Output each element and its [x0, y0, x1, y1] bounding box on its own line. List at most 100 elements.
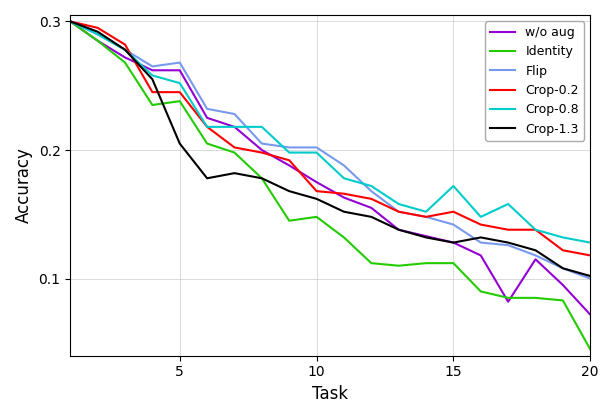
Identity — [586, 347, 594, 352]
Crop-1.3 — [532, 248, 539, 253]
Crop-1.3 — [422, 235, 430, 240]
Y-axis label: Accuracy: Accuracy — [15, 148, 33, 223]
Line: Flip: Flip — [70, 21, 590, 278]
Crop-0.8 — [203, 124, 211, 129]
Identity — [340, 235, 348, 240]
Crop-0.2 — [258, 150, 265, 155]
Flip — [586, 276, 594, 281]
Crop-1.3 — [176, 141, 184, 146]
w/o aug — [176, 68, 184, 73]
Crop-0.8 — [176, 81, 184, 86]
Crop-1.3 — [122, 47, 129, 52]
Crop-1.3 — [313, 196, 321, 201]
w/o aug — [422, 234, 430, 239]
Line: Crop-0.2: Crop-0.2 — [70, 21, 590, 255]
w/o aug — [94, 38, 101, 43]
w/o aug — [66, 19, 74, 24]
Flip — [532, 253, 539, 258]
Flip — [258, 141, 265, 146]
Crop-0.8 — [258, 124, 265, 129]
Crop-0.2 — [368, 196, 375, 201]
Flip — [395, 209, 402, 214]
X-axis label: Task: Task — [312, 385, 348, 403]
Crop-0.2 — [149, 89, 156, 94]
Crop-0.2 — [203, 124, 211, 129]
w/o aug — [149, 68, 156, 73]
w/o aug — [559, 283, 567, 288]
Crop-1.3 — [286, 189, 293, 194]
Crop-0.8 — [231, 124, 238, 129]
Crop-0.8 — [422, 209, 430, 214]
Crop-0.8 — [559, 235, 567, 240]
w/o aug — [586, 312, 594, 317]
Crop-0.8 — [149, 73, 156, 78]
Flip — [66, 19, 74, 24]
Line: Crop-1.3: Crop-1.3 — [70, 21, 590, 276]
w/o aug — [477, 253, 484, 258]
Flip — [368, 189, 375, 194]
w/o aug — [203, 115, 211, 120]
Crop-1.3 — [94, 29, 101, 34]
Crop-1.3 — [395, 227, 402, 232]
Crop-0.8 — [586, 240, 594, 245]
Crop-0.8 — [313, 150, 321, 155]
Crop-0.8 — [477, 214, 484, 219]
Crop-0.8 — [368, 184, 375, 189]
Identity — [395, 263, 402, 268]
Flip — [149, 64, 156, 69]
Crop-0.2 — [286, 158, 293, 163]
Identity — [94, 38, 101, 43]
w/o aug — [505, 299, 512, 304]
Crop-0.2 — [231, 145, 238, 150]
w/o aug — [313, 180, 321, 185]
Identity — [231, 150, 238, 155]
Crop-0.2 — [395, 209, 402, 214]
Crop-0.8 — [395, 201, 402, 206]
Crop-0.2 — [477, 222, 484, 227]
Line: w/o aug: w/o aug — [70, 21, 590, 315]
Crop-0.2 — [340, 191, 348, 196]
Crop-0.8 — [505, 201, 512, 206]
Crop-0.8 — [449, 184, 457, 189]
w/o aug — [449, 240, 457, 245]
Identity — [313, 214, 321, 219]
Flip — [505, 242, 512, 247]
Crop-1.3 — [66, 19, 74, 24]
w/o aug — [258, 148, 265, 153]
Flip — [122, 47, 129, 52]
Crop-1.3 — [505, 240, 512, 245]
Crop-0.8 — [94, 32, 101, 37]
Flip — [340, 163, 348, 168]
w/o aug — [395, 227, 402, 232]
Crop-0.2 — [122, 42, 129, 47]
Identity — [449, 261, 457, 266]
Identity — [149, 102, 156, 107]
Flip — [559, 266, 567, 271]
w/o aug — [231, 124, 238, 129]
w/o aug — [340, 195, 348, 200]
Identity — [122, 60, 129, 65]
Crop-1.3 — [203, 176, 211, 181]
Flip — [94, 32, 101, 37]
Identity — [66, 19, 74, 24]
Crop-0.2 — [449, 209, 457, 214]
Identity — [258, 176, 265, 181]
Crop-0.8 — [66, 19, 74, 24]
Crop-1.3 — [586, 273, 594, 278]
Crop-0.2 — [94, 25, 101, 31]
Identity — [286, 218, 293, 223]
Line: Crop-0.8: Crop-0.8 — [70, 21, 590, 242]
Legend: w/o aug, Identity, Flip, Crop-0.2, Crop-0.8, Crop-1.3: w/o aug, Identity, Flip, Crop-0.2, Crop-… — [486, 21, 584, 140]
Crop-0.2 — [532, 227, 539, 232]
Identity — [422, 261, 430, 266]
Flip — [203, 106, 211, 111]
Flip — [231, 112, 238, 117]
Crop-1.3 — [449, 240, 457, 245]
Crop-1.3 — [340, 209, 348, 214]
Crop-0.2 — [66, 19, 74, 24]
Crop-0.2 — [559, 248, 567, 253]
Crop-0.2 — [176, 89, 184, 94]
Identity — [559, 298, 567, 303]
Crop-0.2 — [422, 214, 430, 219]
Identity — [505, 296, 512, 301]
